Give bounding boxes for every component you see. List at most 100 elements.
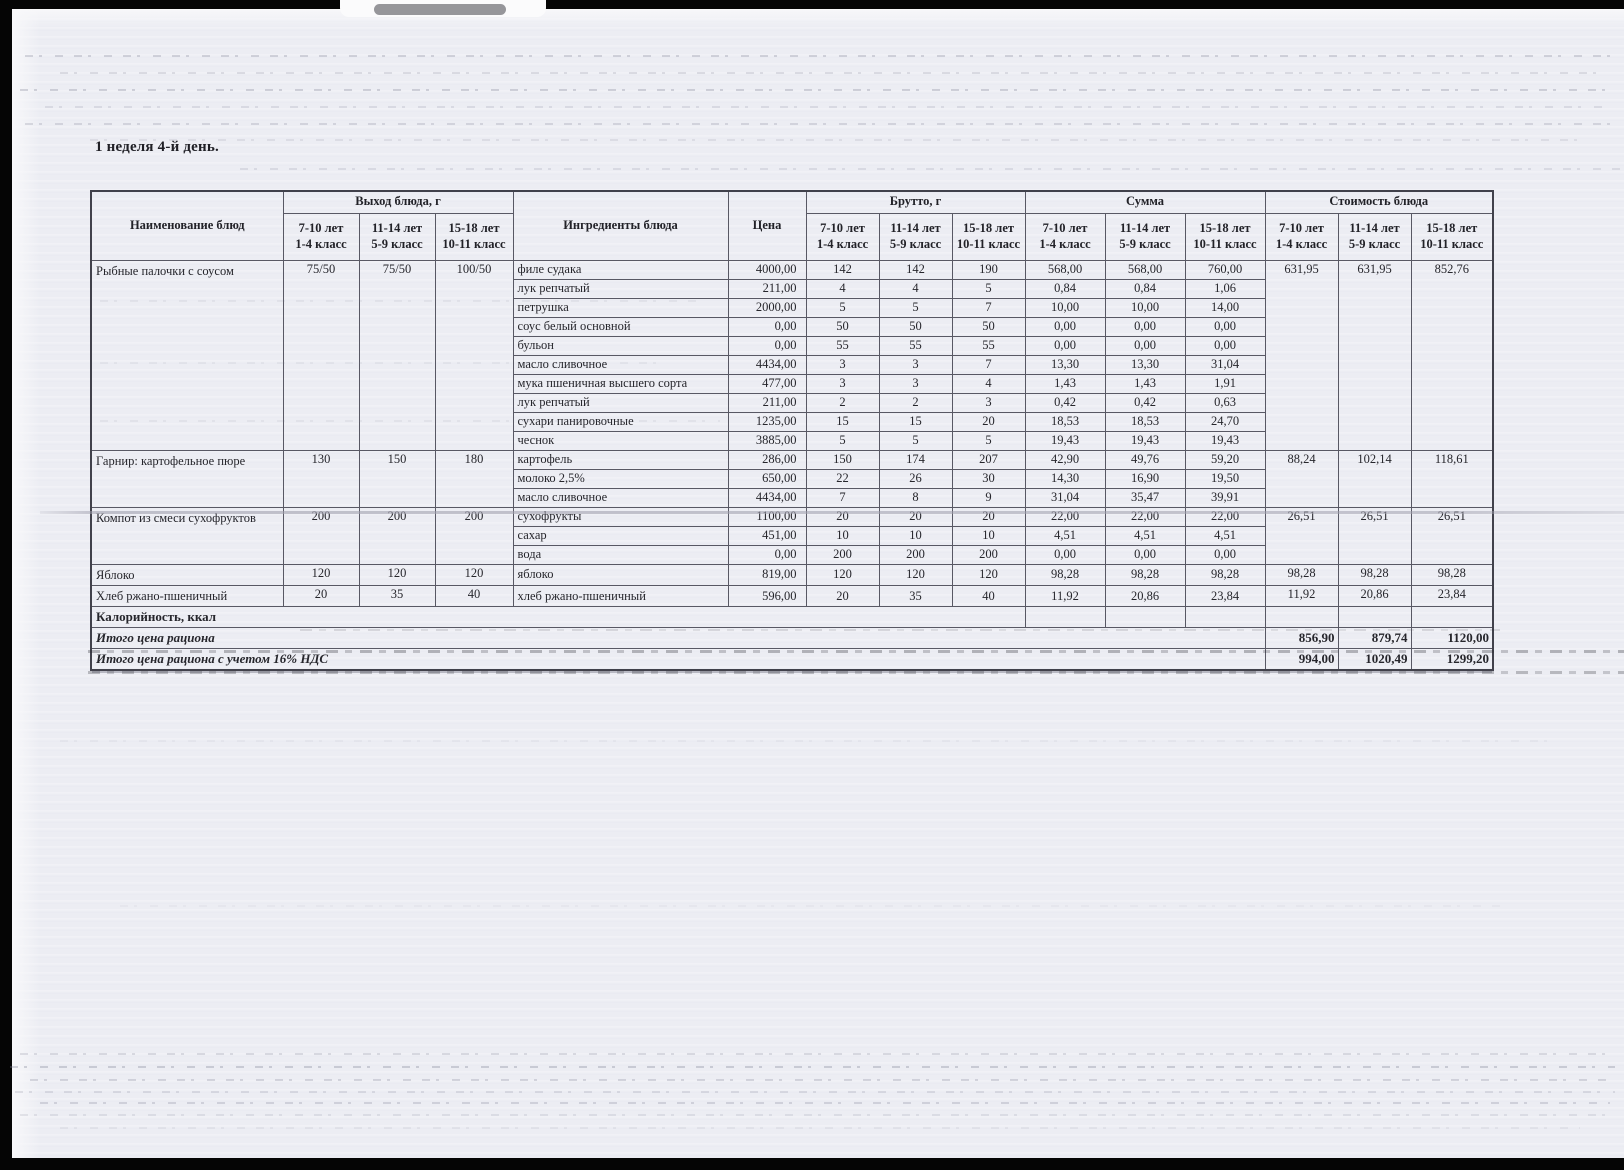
sum-cell: 31,04 (1024, 487, 1106, 508)
sum-cell: 13,30 (1104, 354, 1186, 375)
price-cell: 2000,00 (727, 297, 807, 318)
gross-cell: 120 (878, 563, 953, 586)
sum-cell: 0,00 (1104, 316, 1186, 337)
sum-cell: 1,43 (1104, 373, 1186, 394)
sum-cell: 0,00 (1024, 544, 1106, 565)
gross-cell: 200 (951, 544, 1026, 565)
sum-cell: 1,43 (1024, 373, 1106, 394)
gross-cell: 22 (805, 468, 880, 489)
price-cell: 819,00 (727, 563, 807, 586)
gross-cell: 2 (805, 392, 880, 413)
total-value: 879,74 (1337, 627, 1412, 650)
empty-cell (1337, 606, 1412, 629)
gross-cell: 9 (951, 487, 1026, 508)
ingredient-name-cell: лук репчатый (512, 278, 729, 299)
cost-cell: 98,28 (1337, 563, 1412, 586)
ingredient-name-cell: масло сливочное (512, 487, 729, 508)
gross-cell: 5 (878, 297, 953, 318)
output-cell: 75/50 (358, 259, 436, 451)
age-header: 7-10 лет 1-4 класс (282, 212, 360, 261)
age-header: 7-10 лет 1-4 класс (1024, 212, 1106, 261)
gross-cell: 7 (951, 297, 1026, 318)
total-vat-row: Итого цена рациона с учетом 16% НДС 994,… (90, 648, 1494, 671)
gross-cell: 10 (805, 525, 880, 546)
sum-cell: 568,00 (1104, 259, 1186, 280)
sum-cell: 98,28 (1024, 563, 1106, 586)
price-cell: 286,00 (727, 449, 807, 470)
price-cell: 211,00 (727, 392, 807, 413)
gross-cell: 5 (805, 297, 880, 318)
sum-cell: 0,00 (1184, 316, 1266, 337)
ingredient-name-cell: лук репчатый (512, 392, 729, 413)
age-header: 15-18 лет 10-11 класс (434, 212, 514, 261)
table-row: бульон 0,00 55 55 55 0,00 0,00 0,00 (91, 335, 1493, 356)
gross-cell: 8 (878, 487, 953, 508)
ingredient-name-cell: сухари панировочные (512, 411, 729, 432)
sum-cell: 11,92 (1024, 584, 1106, 608)
total-row: Итого цена рациона 856,90 879,74 1120,00 (90, 627, 1494, 650)
age-header: 15-18 лет 10-11 класс (951, 212, 1026, 261)
drag-handle-icon[interactable] (374, 4, 506, 15)
output-cell: 100/50 (434, 259, 514, 451)
table-row: Хлеб ржано-пшеничный 20 35 40 хлеб ржано… (90, 584, 1494, 608)
ingredient-name-cell: филе судака (512, 259, 729, 280)
ingredient-name-cell: картофель (512, 449, 729, 470)
price-cell: 0,00 (727, 335, 807, 356)
gross-cell: 5 (805, 430, 880, 451)
price-cell: 451,00 (727, 525, 807, 546)
sum-cell: 760,00 (1184, 259, 1266, 280)
gross-cell: 15 (805, 411, 880, 432)
table-row: масло сливочное 4434,00 3 3 7 13,30 13,3… (91, 354, 1493, 375)
sum-cell: 19,43 (1184, 430, 1266, 451)
table-row: соус белый основной 0,00 50 50 50 0,00 0… (91, 316, 1493, 337)
sum-cell: 4,51 (1024, 525, 1106, 546)
price-cell: 4434,00 (727, 487, 807, 508)
gross-cell: 142 (878, 259, 953, 280)
gross-cell: 20 (878, 506, 953, 527)
ingredient-name-cell: молоко 2,5% (512, 468, 729, 489)
table-row: Гарнир: картофельное пюре 130 150 180 ка… (90, 449, 1494, 508)
sum-cell: 18,53 (1104, 411, 1186, 432)
total-value: 856,90 (1264, 627, 1339, 650)
sum-cell: 1,91 (1184, 373, 1266, 394)
output-cell: 200 (282, 506, 360, 565)
output-cell: 40 (434, 584, 514, 608)
price-cell: 1235,00 (727, 411, 807, 432)
cost-cell: 631,95 (1264, 259, 1339, 451)
cost-cell: 20,86 (1337, 584, 1412, 608)
gross-cell: 3 (878, 354, 953, 375)
age-header: 15-18 лет 10-11 класс (1184, 212, 1266, 261)
output-cell: 150 (358, 449, 436, 508)
sum-cell: 0,00 (1024, 335, 1106, 356)
sum-cell: 14,00 (1184, 297, 1266, 318)
age-header: 7-10 лет 1-4 класс (805, 212, 880, 261)
sum-cell: 35,47 (1104, 487, 1186, 508)
gross-cell: 200 (878, 544, 953, 565)
gross-cell: 4 (805, 278, 880, 299)
gross-cell: 207 (951, 449, 1026, 470)
table-row: масло сливочное 4434,00 7 8 9 31,04 35,4… (91, 487, 1493, 508)
page-title: 1 неделя 4-й день. (95, 139, 219, 155)
ingredient-name-cell: мука пшеничная высшего сорта (512, 373, 729, 394)
output-cell: 200 (434, 506, 514, 565)
price-cell: 0,00 (727, 316, 807, 337)
gross-cell: 4 (951, 373, 1026, 394)
sum-cell: 19,50 (1184, 468, 1266, 489)
calories-row: Калорийность, ккал (90, 606, 1494, 629)
col-header-sum-group: Сумма (1024, 190, 1266, 214)
sum-cell: 19,43 (1104, 430, 1186, 451)
col-header-ingredients: Ингредиенты блюда (512, 190, 729, 261)
gross-cell: 55 (951, 335, 1026, 356)
output-cell: 120 (358, 563, 436, 586)
output-cell: 130 (282, 449, 360, 508)
table-row: Яблоко 120 120 120 яблоко 819,00 120 120… (90, 563, 1494, 586)
ingredient-name-cell: сахар (512, 525, 729, 546)
sum-cell: 4,51 (1184, 525, 1266, 546)
gross-cell: 200 (805, 544, 880, 565)
sum-cell: 22,00 (1104, 506, 1186, 527)
sum-cell: 31,04 (1184, 354, 1266, 375)
table-row: молоко 2,5% 650,00 22 26 30 14,30 16,90 … (91, 468, 1493, 489)
cost-cell: 118,61 (1410, 449, 1494, 508)
total-vat-label: Итого цена рациона с учетом 16% НДС (90, 648, 1266, 671)
